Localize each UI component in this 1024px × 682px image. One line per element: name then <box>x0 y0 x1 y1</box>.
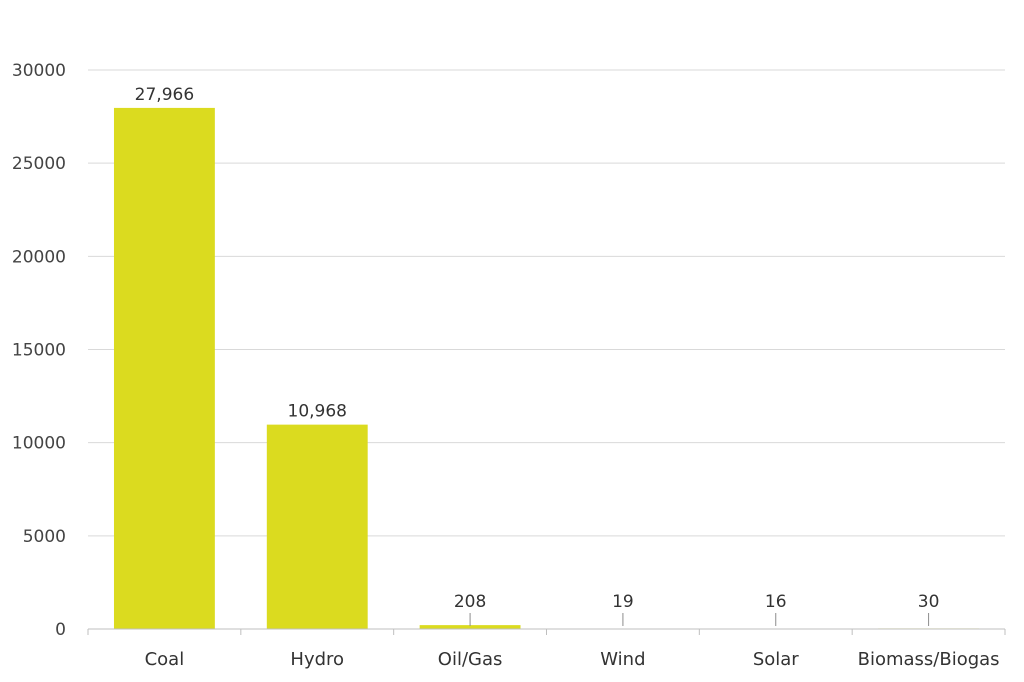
y-tick-label: 10000 <box>12 434 66 454</box>
gridlines <box>88 69 1005 537</box>
y-tick-label: 5000 <box>23 527 66 547</box>
bar-coal <box>113 107 215 629</box>
data-labels: 27,966 10,968 208 19 16 30 <box>135 85 940 612</box>
y-tick-label: 0 <box>55 620 66 640</box>
x-axis-category-labels: Coal Hydro Oil/Gas Wind Solar Biomass/Biogas <box>145 649 1000 670</box>
data-label: 10,968 <box>288 402 347 422</box>
data-label: 27,966 <box>135 85 194 105</box>
x-category-label: Oil/Gas <box>438 649 503 670</box>
bar-hydro <box>266 424 368 629</box>
x-category-label: Wind <box>600 649 645 670</box>
x-category-label: Hydro <box>290 649 344 670</box>
data-label: 19 <box>612 592 634 612</box>
bar-oil-gas <box>419 625 521 629</box>
bars <box>113 107 980 629</box>
y-tick-label: 15000 <box>12 341 66 361</box>
x-category-label: Biomass/Biogas <box>858 649 1000 670</box>
data-label: 208 <box>454 592 486 612</box>
y-tick-label: 30000 <box>12 61 66 81</box>
y-axis-tick-labels: 0 5000 10000 15000 20000 25000 30000 <box>12 61 66 640</box>
x-category-label: Coal <box>145 649 185 670</box>
x-axis <box>87 628 1006 635</box>
y-tick-label: 25000 <box>12 154 66 174</box>
data-label: 30 <box>918 592 940 612</box>
y-tick-label: 20000 <box>12 247 66 267</box>
data-label-leaders <box>469 613 930 626</box>
x-category-label: Solar <box>753 649 799 670</box>
data-label: 16 <box>765 592 787 612</box>
